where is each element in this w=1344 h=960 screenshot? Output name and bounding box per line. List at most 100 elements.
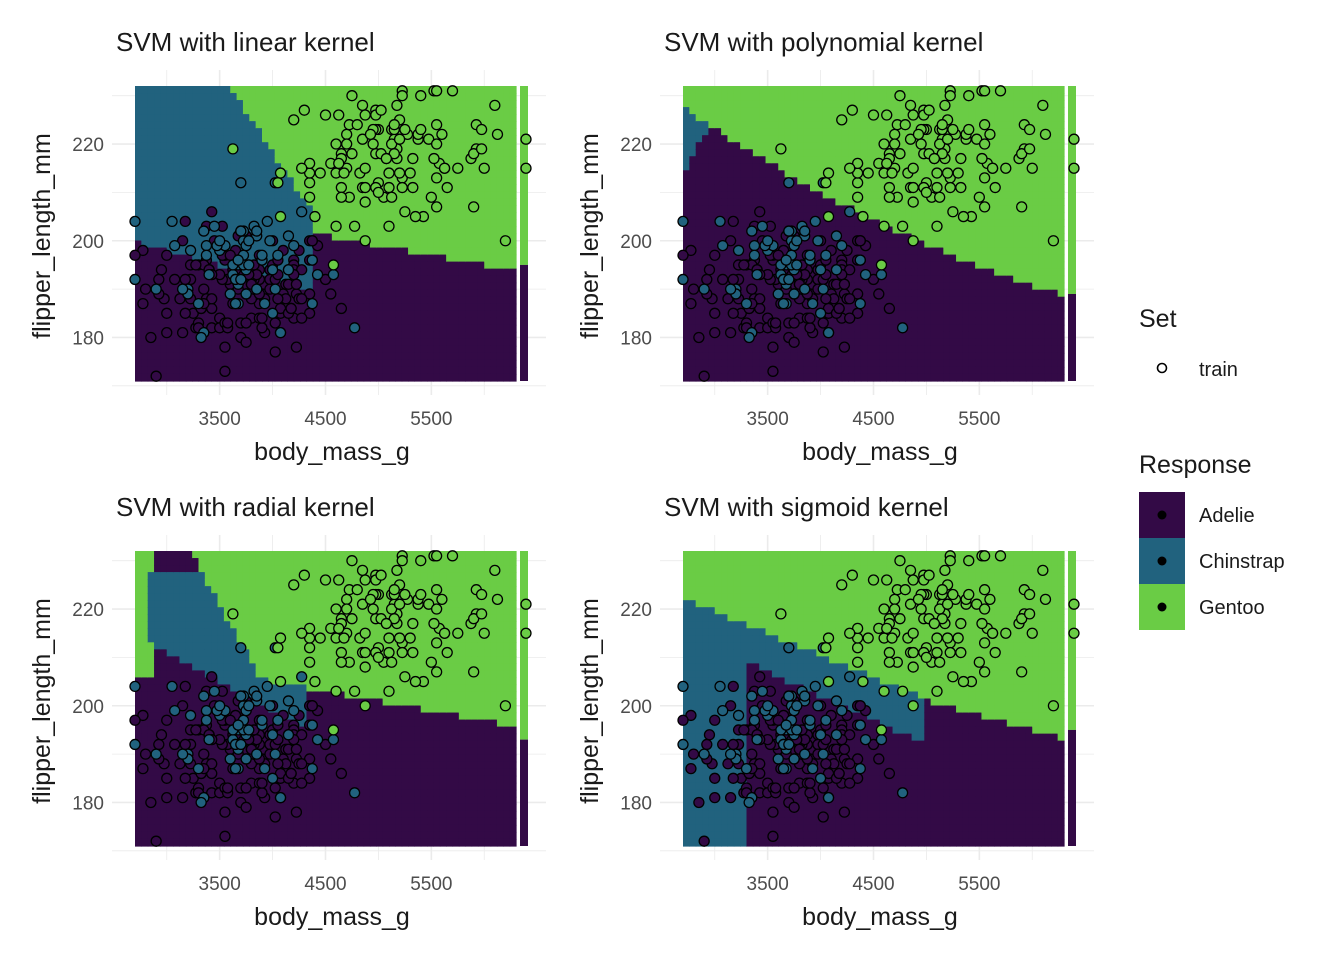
region-cell-chinstrap [166,156,174,164]
region-cell-chinstrap [255,149,263,157]
region-cell-gentoo [452,212,460,221]
region-cell-chinstrap [217,198,225,207]
region-cell-gentoo [822,100,830,108]
region-cell-adelie [721,310,729,319]
region-cell-gentoo [867,121,875,129]
point-gentoo [407,181,419,194]
region-cell-adelie [376,331,384,340]
region-cell-adelie [695,268,703,277]
region-cell-adelie [439,261,447,270]
region-cell-adelie [981,282,989,291]
region-cell-adelie [975,324,983,333]
region-cell-adelie [727,338,735,347]
region-cell-gentoo [509,219,517,228]
region-cell-gentoo [268,86,276,94]
region-cell-gentoo [331,184,339,192]
point-gentoo [430,119,443,131]
region-cell-adelie [382,373,390,382]
region-cell-adelie [702,191,709,199]
region-cell-adelie [727,366,735,375]
region-cell-chinstrap [179,205,187,214]
region-cell-chinstrap [255,198,263,207]
point-adelie [179,215,191,228]
region-cell-chinstrap [217,170,225,178]
region-cell-chinstrap [154,163,161,171]
region-cell-adelie [759,198,767,207]
region-cell-adelie [249,352,257,361]
region-cell-adelie [249,331,257,340]
region-cell-chinstrap [268,247,276,256]
region-cell-gentoo [695,114,703,122]
region-cell-gentoo [503,219,511,228]
region-cell-chinstrap [683,121,690,129]
region-cell-adelie [484,296,492,305]
region-cell-adelie [166,373,174,382]
region-cell-chinstrap [255,177,263,185]
region-cell-adelie [797,338,805,347]
region-cell-adelie [135,359,142,368]
region-cell-adelie [695,156,703,164]
region-cell-gentoo [293,184,301,192]
region-cell-adelie [911,331,919,340]
region-cell-adelie [484,345,492,354]
region-cell-gentoo [873,198,881,207]
region-cell-adelie [981,338,989,347]
region-cell-chinstrap [287,177,295,185]
region-cell-adelie [829,338,836,347]
region-cell-adelie [503,296,511,305]
region-cell-gentoo [471,86,479,94]
region-cell-adelie [727,163,735,171]
region-cell-adelie [841,366,849,375]
x-tick-label: 4500 [304,409,346,430]
region-cell-adelie [287,359,295,368]
region-cell-adelie [968,317,976,326]
region-cell-adelie [363,275,371,284]
region-cell-adelie [262,366,269,375]
region-cell-gentoo [439,240,447,249]
region-cell-gentoo [420,177,428,185]
region-cell-gentoo [439,114,447,122]
region-cell-adelie [816,212,824,221]
point-gentoo [227,143,239,155]
region-cell-gentoo [458,93,466,101]
region-cell-gentoo [509,170,517,178]
region-cell-gentoo [357,142,365,150]
region-cell-gentoo [414,114,422,122]
region-cell-gentoo [873,86,881,94]
region-cell-chinstrap [249,149,257,157]
region-cell-gentoo [427,149,435,157]
region-cell-gentoo [471,191,479,199]
region-cell-adelie [173,303,181,312]
region-cell-gentoo [911,212,919,221]
region-cell-adelie [350,317,358,326]
region-cell-adelie [778,345,786,354]
region-cell-adelie [733,303,741,312]
region-cell-gentoo [439,142,447,150]
region-cell-adelie [879,331,887,340]
region-cell-gentoo [452,184,460,192]
region-cell-chinstrap [230,184,238,192]
region-cell-adelie [956,296,963,305]
region-cell-gentoo [873,128,881,136]
region-cell-gentoo [293,142,301,150]
region-cell-gentoo [962,240,970,249]
region-cell-gentoo [408,191,415,199]
region-cell-gentoo [784,114,792,122]
region-cell-adelie [490,317,498,326]
region-cell-gentoo [873,191,881,199]
region-cell-gentoo [943,240,951,249]
region-cell-gentoo [949,219,957,228]
region-cell-adelie [338,366,346,375]
region-cell-adelie [420,289,428,298]
region-cell-adelie [141,338,149,347]
region-cell-adelie [702,205,709,214]
region-cell-adelie [968,268,976,277]
region-cell-gentoo [509,128,517,136]
region-cell-adelie [937,247,944,256]
point-adelie [219,341,231,353]
region-cell-gentoo [943,219,951,228]
region-cell-chinstrap [217,121,225,129]
region-cell-adelie [350,289,358,298]
point-chinstrap [274,326,287,339]
point-chinstrap [129,215,141,228]
